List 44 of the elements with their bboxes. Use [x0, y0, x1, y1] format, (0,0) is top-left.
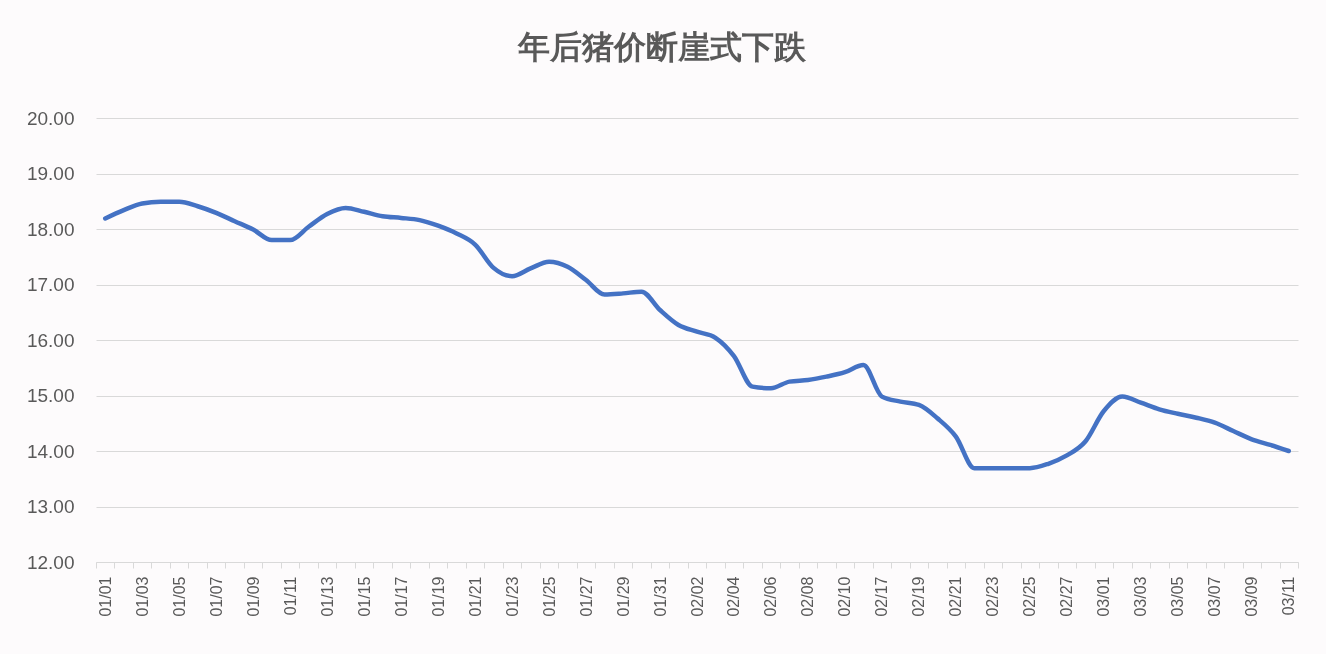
y-tick-label: 19.00	[26, 163, 75, 184]
y-tick-label: 15.00	[26, 385, 75, 406]
x-tick-label: 03/01	[1095, 576, 1113, 617]
x-tick-label: 01/01	[96, 576, 114, 617]
x-tick-label: 03/07	[1206, 576, 1224, 617]
x-tick-label: 02/27	[1058, 576, 1076, 617]
x-tick-label: 01/23	[503, 576, 521, 617]
x-tick-label: 02/25	[1021, 576, 1039, 617]
x-tick-label: 02/04	[725, 576, 743, 617]
x-tick-label: 02/06	[762, 576, 780, 617]
x-tick-label: 02/02	[688, 576, 706, 617]
line-series	[103, 199, 1291, 471]
x-tick-label: 02/23	[984, 576, 1002, 617]
x-tick-label: 01/21	[466, 576, 484, 617]
x-tick-label: 01/29	[614, 576, 632, 617]
x-tick-label: 03/11	[1280, 576, 1298, 616]
x-tick-label: 01/11	[281, 576, 299, 616]
x-tick-label: 01/19	[429, 576, 447, 617]
y-tick-label: 13.00	[26, 496, 75, 517]
y-tick-label: 18.00	[26, 218, 75, 240]
x-tick-label: 03/09	[1243, 576, 1261, 617]
x-tick-label: 01/15	[355, 576, 373, 617]
x-tick-label: 01/05	[170, 576, 188, 617]
x-tick-label: 01/17	[392, 576, 410, 617]
x-tick-label: 02/08	[799, 576, 817, 617]
x-tick-label: 02/21	[947, 576, 965, 617]
y-tick-label: 12.00	[26, 551, 75, 573]
y-tick-label: 17.00	[26, 274, 75, 295]
x-tick-label: 02/17	[873, 576, 891, 617]
x-tick-label: 02/19	[910, 576, 928, 617]
x-tick-label: 01/03	[133, 576, 151, 617]
x-tick-label: 01/07	[207, 576, 225, 617]
y-tick-label: 20.00	[26, 107, 75, 129]
x-tick-label: 03/03	[1132, 576, 1150, 617]
x-tick-label: 01/13	[318, 576, 336, 617]
x-tick-label: 01/09	[244, 576, 262, 617]
y-tick-label: 16.00	[26, 329, 75, 351]
x-tick-label: 02/10	[836, 576, 854, 617]
x-tick-label: 01/27	[577, 576, 595, 617]
y-tick-label: 14.00	[26, 440, 75, 462]
x-tick-label: 01/25	[540, 576, 558, 617]
chart-title: 年后猪价断崖式下跌	[517, 28, 808, 66]
x-tick-label: 03/05	[1169, 576, 1187, 617]
x-tick-label: 01/31	[651, 576, 669, 617]
